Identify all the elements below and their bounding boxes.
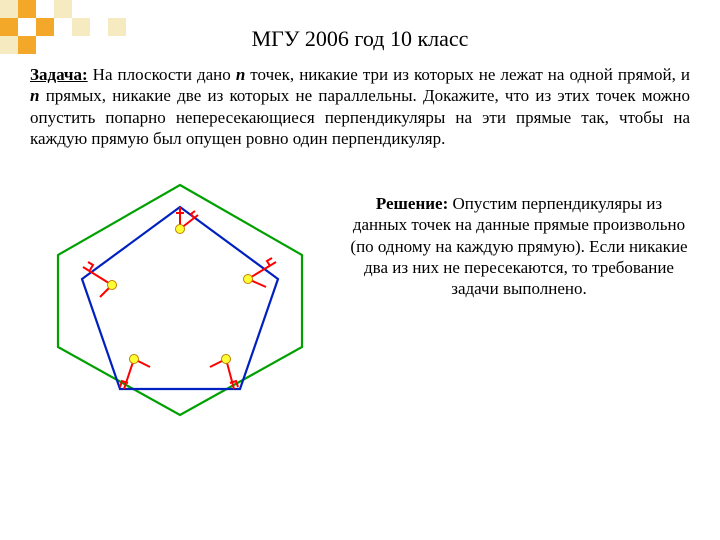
problem-label: Задача: — [30, 65, 88, 84]
solution-label: Решение: — [376, 194, 448, 213]
solution-text: Решение: Опустим перпендикуляры из данны… — [348, 167, 690, 299]
corner-decor — [0, 0, 180, 60]
geometry-figure — [30, 167, 330, 422]
problem-text: Задача: На плоскости дано n точек, никак… — [30, 64, 690, 149]
